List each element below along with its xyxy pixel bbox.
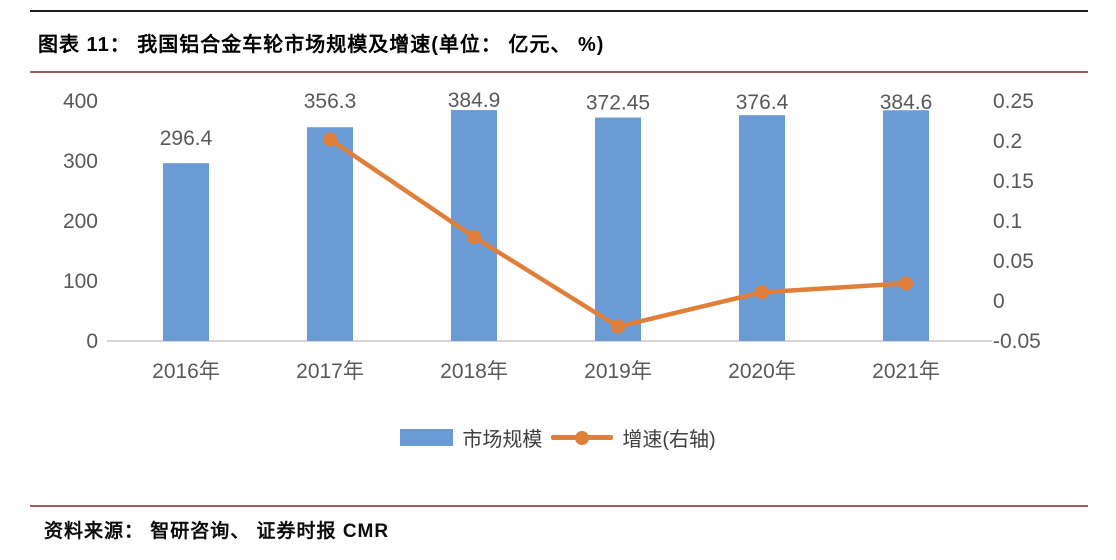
x-axis-category-label: 2016年 [152,360,220,383]
legend-bar-label: 市场规模 [462,429,543,451]
legend-line-swatch-icon [551,430,614,446]
bar-data-label: 296.4 [160,127,213,150]
bar-data-label: 372.45 [586,92,650,115]
right-axis-tick-label: 0.05 [993,250,1034,273]
right-axis-tick-label: 0 [993,290,1005,313]
left-axis-tick-label: 200 [63,210,98,233]
right-axis-tick-label: 0.1 [993,210,1022,233]
x-axis-category-label: 2019年 [584,360,652,383]
source-note: 资料来源： 智研咨询、 证券时报 CMR [44,521,390,542]
left-axis-tick-label: 100 [63,270,98,293]
right-axis-tick-label: 0.2 [993,130,1022,153]
growth-rate-marker [323,132,337,147]
bar-data-label: 384.6 [880,91,933,114]
market-size-bar [163,163,209,341]
market-size-bar [307,127,353,341]
bar-data-label: 384.9 [448,89,501,112]
title-underline-rule [30,71,1088,73]
growth-rate-marker [467,230,481,244]
legend-bar-swatch-icon [400,429,454,446]
market-size-bar [595,117,641,341]
growth-rate-marker [899,276,913,291]
x-axis-category-label: 2021年 [872,360,940,383]
legend-line-label: 增速(右轴) [622,429,716,451]
market-size-bar [883,110,929,342]
left-axis-tick-label: 300 [63,150,98,173]
x-axis-category-label: 2017年 [296,360,364,383]
growth-rate-marker [755,285,769,300]
right-axis-tick-label: 0.15 [993,170,1034,193]
chart-legend: 市场规模 增速(右轴) [0,423,1116,452]
x-axis-category-label: 2018年 [440,360,508,383]
top-rule [30,10,1088,12]
bar-data-label: 376.4 [736,91,789,114]
growth-rate-marker [611,319,625,334]
bar-data-label: 356.3 [304,90,357,113]
left-axis-tick-label: 400 [63,90,98,113]
x-axis-category-label: 2020年 [728,360,796,383]
chart-title: 图表 11： 我国铝合金车轮市场规模及增速(单位： 亿元、 %) [38,34,605,56]
market-size-bar [739,115,785,341]
footer-rule [30,505,1088,507]
right-axis-tick-label: 0.25 [993,90,1034,113]
chart-canvas: 400 300 200 100 0 0.25 0.2 0.15 0.1 0.05 0 -0.05 201… [63,89,1041,383]
right-axis-tick-label: -0.05 [993,330,1041,353]
left-axis-tick-label: 0 [86,330,98,353]
